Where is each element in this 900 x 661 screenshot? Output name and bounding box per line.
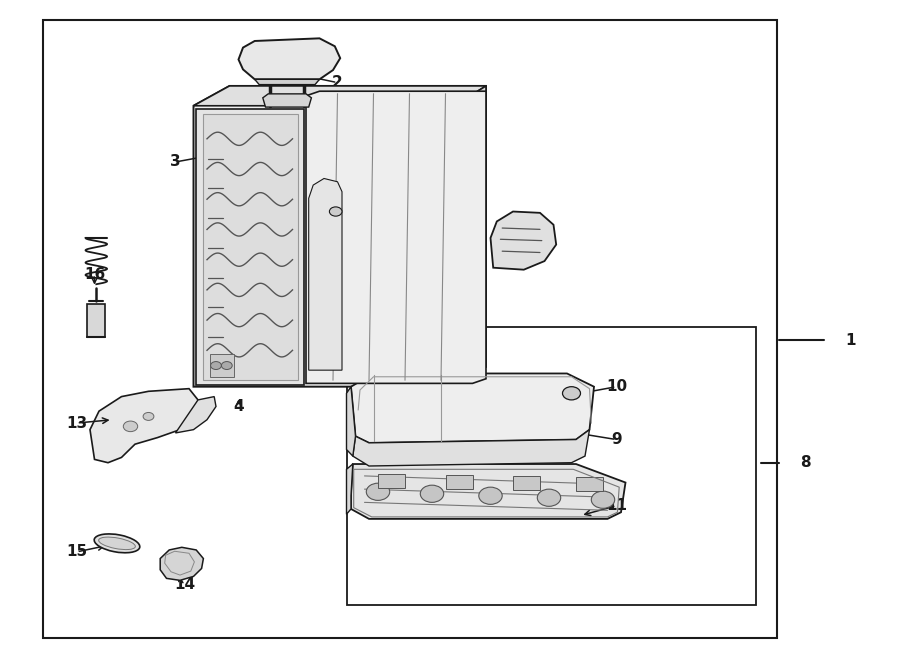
Polygon shape bbox=[346, 464, 353, 514]
Polygon shape bbox=[90, 389, 198, 463]
Circle shape bbox=[479, 487, 502, 504]
Polygon shape bbox=[353, 430, 590, 466]
Polygon shape bbox=[87, 304, 105, 337]
Circle shape bbox=[537, 489, 561, 506]
Text: 16: 16 bbox=[84, 267, 105, 282]
Text: 2: 2 bbox=[332, 75, 343, 90]
Polygon shape bbox=[194, 86, 486, 106]
Polygon shape bbox=[196, 109, 304, 385]
Bar bbox=[576, 477, 603, 491]
Bar bbox=[43, 20, 777, 638]
Text: 10: 10 bbox=[606, 379, 627, 394]
Polygon shape bbox=[351, 373, 594, 443]
Text: 12: 12 bbox=[516, 217, 537, 232]
Text: 11: 11 bbox=[606, 498, 627, 513]
Circle shape bbox=[420, 485, 444, 502]
Bar bbox=[378, 474, 405, 488]
Text: 5: 5 bbox=[314, 333, 325, 348]
Text: 1: 1 bbox=[845, 333, 856, 348]
Ellipse shape bbox=[99, 537, 135, 549]
Text: 4: 4 bbox=[233, 399, 244, 414]
Polygon shape bbox=[306, 91, 486, 383]
Circle shape bbox=[591, 491, 615, 508]
Polygon shape bbox=[176, 397, 216, 433]
Polygon shape bbox=[160, 547, 203, 580]
Text: 13: 13 bbox=[66, 416, 87, 430]
Polygon shape bbox=[351, 464, 626, 519]
Polygon shape bbox=[491, 212, 556, 270]
Text: 7: 7 bbox=[224, 310, 235, 325]
Polygon shape bbox=[238, 38, 340, 79]
Circle shape bbox=[366, 483, 390, 500]
Polygon shape bbox=[263, 94, 311, 107]
Circle shape bbox=[221, 362, 232, 369]
Circle shape bbox=[329, 207, 342, 216]
Polygon shape bbox=[210, 354, 234, 377]
Circle shape bbox=[211, 362, 221, 369]
Polygon shape bbox=[202, 114, 298, 380]
Polygon shape bbox=[454, 86, 486, 387]
Text: 9: 9 bbox=[611, 432, 622, 447]
Circle shape bbox=[123, 421, 138, 432]
Polygon shape bbox=[194, 86, 486, 387]
Bar bbox=[513, 476, 540, 490]
Circle shape bbox=[143, 412, 154, 420]
Text: 3: 3 bbox=[170, 155, 181, 169]
Ellipse shape bbox=[94, 534, 140, 553]
Text: 6: 6 bbox=[287, 287, 298, 301]
Circle shape bbox=[562, 387, 580, 400]
Text: 15: 15 bbox=[66, 545, 87, 559]
Bar bbox=[446, 475, 472, 489]
Bar bbox=[346, 327, 756, 605]
Polygon shape bbox=[309, 178, 342, 370]
Polygon shape bbox=[255, 79, 320, 85]
Text: 14: 14 bbox=[174, 578, 195, 592]
Polygon shape bbox=[346, 387, 356, 456]
Text: 8: 8 bbox=[800, 455, 811, 470]
